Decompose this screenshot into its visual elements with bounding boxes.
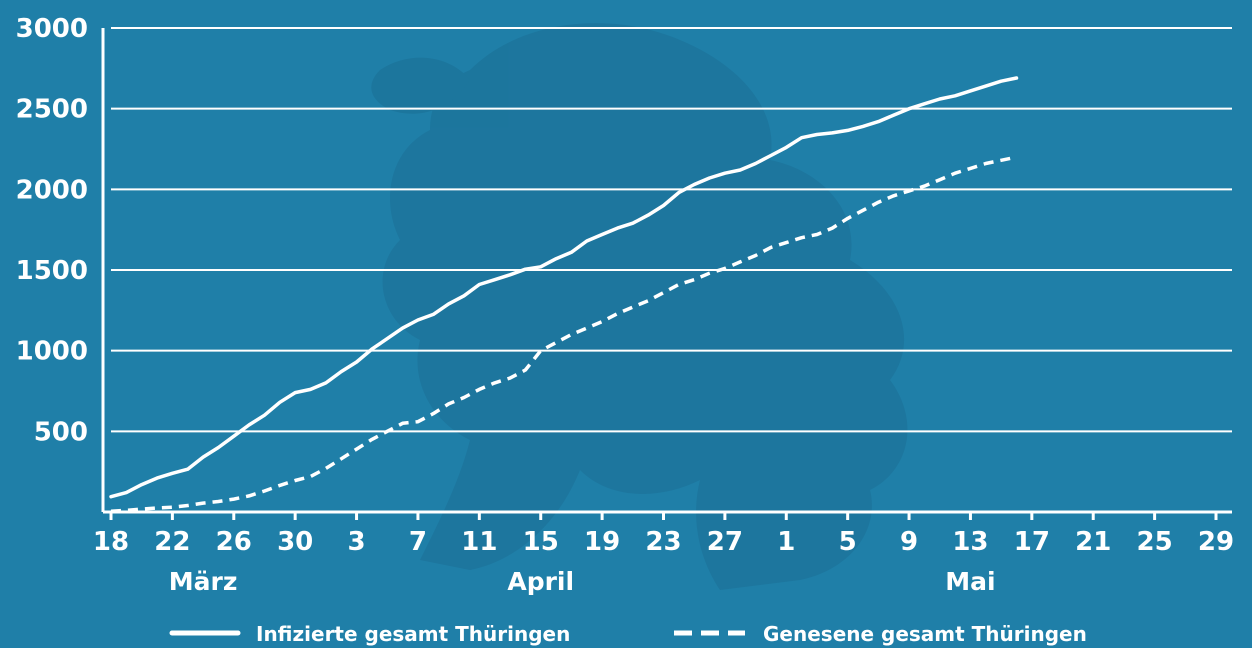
x-tick-labels: 18 22 26 30 3 7 11 15 19 23 27 1 5 9 13 17 21 25 29 [93,527,1234,557]
legend-item-infizierte: Infizierte gesamt Thüringen [169,622,570,646]
y-tick-label: 1500 [16,256,88,286]
legend: Infizierte gesamt Thüringen Genesene ges… [169,622,1087,646]
month-label: März [169,567,238,596]
x-tick-label: 17 [1014,527,1050,557]
series-lines [109,76,1019,513]
y-tick-label: 2000 [16,175,88,205]
lion-mane-shape [371,57,470,114]
x-tick-label: 25 [1137,527,1173,557]
series-line-genesene [110,155,1017,513]
month-label: April [507,567,574,596]
x-tick-label: 5 [839,527,857,557]
x-tick-label: 9 [900,527,918,557]
x-tick-label: 11 [461,527,497,557]
thuringia-lion-coat-of-arms-icon [371,23,908,590]
x-tick-label: 21 [1075,527,1111,557]
legend-item-genesene: Genesene gesamt Thüringen [674,622,1087,646]
grid-lines [111,27,1232,433]
x-tick-label: 30 [277,527,313,557]
y-tick-label: 500 [34,417,88,447]
legend-label-infizierte: Infizierte gesamt Thüringen [256,622,570,646]
x-tick-label: 3 [348,527,366,557]
x-tick-label: 26 [216,527,252,557]
x-tick-label: 23 [645,527,681,557]
legend-label-genesene: Genesene gesamt Thüringen [763,622,1087,646]
x-tick-label: 7 [409,527,427,557]
x-tick-label: 18 [93,527,129,557]
x-tick-label: 27 [707,527,743,557]
y-tick-label: 3000 [16,14,88,44]
series-line-infizierte [109,76,1019,499]
x-tick-label: 22 [154,527,190,557]
x-tick-label: 19 [584,527,620,557]
y-tick-labels: 500 1000 1500 2000 2500 3000 [16,14,88,447]
axes [101,28,1232,520]
x-tick-label: 29 [1198,527,1234,557]
x-tick-label: 15 [523,527,559,557]
month-labels: März April Mai [169,567,996,596]
month-label: Mai [945,567,995,596]
lion-silhouette-shape [382,23,908,590]
y-tick-label: 2500 [16,95,88,125]
x-tick-label: 13 [952,527,988,557]
x-tick-label: 1 [777,527,795,557]
y-tick-label: 1000 [16,337,88,367]
